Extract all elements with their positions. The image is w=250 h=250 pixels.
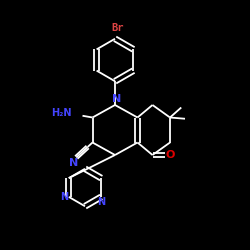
Text: N: N <box>60 192 68 202</box>
Text: H₂N: H₂N <box>51 108 71 118</box>
Text: N: N <box>97 197 105 207</box>
Text: N: N <box>112 94 122 104</box>
Text: N: N <box>68 158 78 168</box>
Text: O: O <box>165 150 175 160</box>
Text: Br: Br <box>111 23 124 33</box>
